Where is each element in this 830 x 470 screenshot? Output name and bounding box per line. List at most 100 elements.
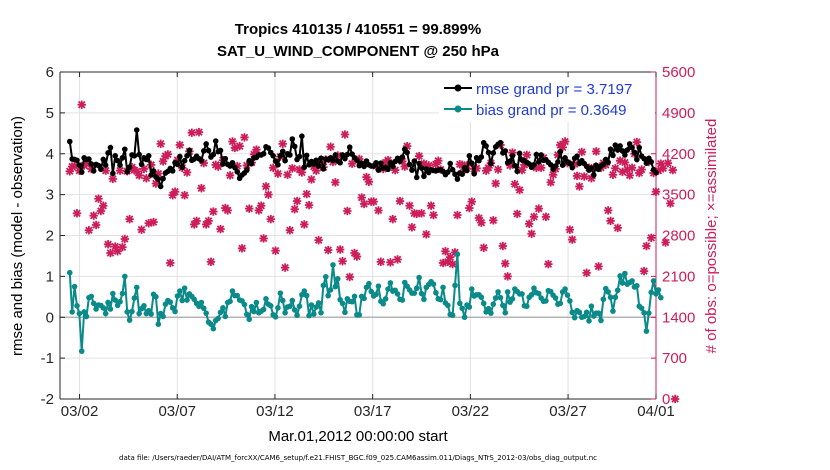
bias-point — [93, 306, 99, 312]
obs-count-point — [639, 266, 649, 276]
rmse-point — [468, 160, 475, 166]
rmse-point — [464, 167, 470, 174]
obs-count-point — [572, 171, 582, 181]
bias-point — [657, 294, 664, 301]
obs-marker-stroke — [374, 206, 383, 215]
obs-marker-stroke — [341, 130, 349, 139]
obs-count-point — [72, 209, 82, 218]
bias-point — [222, 313, 229, 320]
bias-point — [167, 299, 174, 305]
obs-marker-stroke — [534, 204, 543, 213]
rmse-point — [612, 142, 619, 148]
obs-marker-stroke — [389, 215, 397, 223]
bias-point — [133, 284, 140, 291]
bias-point — [325, 292, 331, 299]
bias-point — [543, 298, 549, 304]
bias-point — [131, 295, 138, 301]
rmse-point — [282, 157, 288, 164]
legend: rmse grand pr = 3.7197 bias grand pr = 0… — [439, 78, 655, 122]
obs-count-point — [357, 193, 366, 202]
obs-marker-stroke — [568, 235, 577, 244]
obs-marker-stroke — [331, 178, 340, 187]
rmse-point — [373, 159, 379, 166]
rmse-point — [105, 150, 111, 156]
bias-point — [308, 302, 315, 308]
rmse-point — [411, 158, 418, 164]
obs-count-point — [515, 185, 524, 195]
bias-point — [279, 297, 286, 304]
obs-count-point — [149, 217, 158, 227]
obs-marker-stroke — [70, 162, 79, 170]
rmse-point — [318, 155, 324, 162]
rmse-point — [248, 160, 255, 167]
obs-marker-stroke — [156, 140, 165, 148]
bias-point — [552, 295, 559, 301]
obs-marker-stroke — [87, 165, 96, 173]
rmse-point — [148, 172, 154, 178]
bias-point — [217, 309, 224, 316]
bias-point — [373, 291, 379, 298]
obs-marker-stroke — [417, 209, 426, 218]
bias-point — [129, 308, 135, 315]
obs-marker-stroke — [281, 263, 289, 272]
obs-count-point — [156, 139, 165, 149]
rmse-point — [117, 162, 123, 168]
rmse-point — [177, 153, 183, 160]
y-left-axis-label: rmse and bias (model - observation) — [9, 116, 26, 356]
rmse-point — [445, 169, 451, 175]
rmse-point — [562, 155, 568, 161]
rmse-point — [342, 155, 348, 162]
rmse-point — [509, 152, 516, 159]
obs-count-point — [335, 245, 345, 254]
obs-marker-stroke — [642, 242, 651, 250]
obs-count-point — [407, 223, 417, 232]
obs-marker-stroke — [252, 145, 261, 154]
bias-point — [148, 311, 154, 317]
obs-count-point — [591, 147, 601, 156]
obs-count-point — [297, 168, 307, 177]
obs-marker-stroke — [92, 221, 100, 229]
rmse-point — [212, 138, 219, 144]
bias-point — [253, 299, 260, 306]
rmse-point — [483, 143, 489, 149]
y-left-tick-label: 4 — [46, 146, 54, 163]
obs-count-point — [534, 204, 543, 213]
obs-marker-stroke — [302, 190, 311, 198]
x-tick-label: 04/01 — [637, 403, 675, 420]
rmse-point — [610, 152, 616, 159]
bias-point — [502, 309, 509, 316]
bias-point — [612, 294, 619, 301]
bias-point — [172, 308, 178, 315]
rmse-point — [478, 154, 485, 160]
obs-marker-stroke — [362, 173, 371, 181]
obs-count-point — [565, 225, 575, 234]
rmse-point — [418, 165, 425, 171]
bias-point — [177, 288, 183, 294]
obs-marker-stroke — [195, 128, 203, 136]
obs-count-point — [632, 137, 642, 147]
bias-point — [191, 296, 197, 303]
obs-count-point — [620, 158, 630, 167]
bias-point — [368, 288, 375, 295]
rmse-point — [181, 157, 188, 164]
obs-count-point — [580, 172, 589, 181]
obs-count-point — [343, 206, 352, 216]
obs-count-point — [264, 190, 273, 199]
obs-marker-stroke — [149, 218, 158, 226]
rmse-point — [378, 160, 384, 166]
obs-count-point — [386, 258, 395, 267]
bias-point — [303, 292, 310, 299]
bias-point — [653, 291, 659, 297]
rmse-point — [110, 170, 116, 177]
rmse-point — [155, 176, 162, 182]
rmse-point — [497, 139, 504, 146]
bias-point — [413, 285, 420, 292]
obs-marker-stroke — [499, 242, 507, 250]
bias-point — [66, 269, 73, 276]
obs-count-point — [338, 256, 347, 266]
legend-box — [439, 78, 655, 122]
obs-marker-stroke — [671, 395, 679, 403]
obs-count-point — [89, 211, 98, 220]
obs-marker-stroke — [621, 158, 629, 167]
